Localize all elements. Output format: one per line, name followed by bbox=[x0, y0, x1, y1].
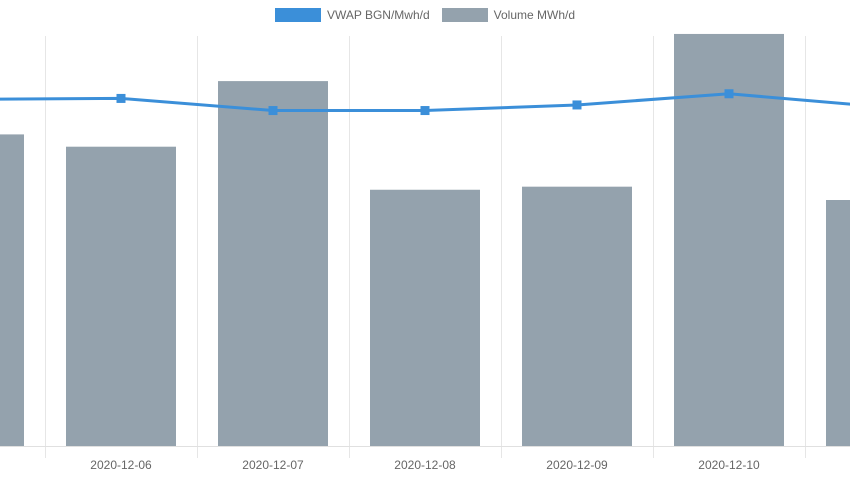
bar-2020-12-09 bbox=[522, 186, 632, 447]
x-tick-label: 2020-12-07 bbox=[242, 458, 304, 472]
bar-2020-12-07 bbox=[218, 81, 328, 446]
bar-2020-12-08 bbox=[370, 189, 480, 446]
point-2020-12-06 bbox=[116, 93, 126, 103]
bar-2020-12-05 bbox=[0, 134, 24, 446]
point-2020-12-07 bbox=[268, 106, 278, 116]
legend-item-volume[interactable]: Volume MWh/d bbox=[441, 8, 576, 22]
x-tick-label: 2020-12-06 bbox=[90, 458, 152, 472]
x-axis: 2020-12-052020-12-062020-12-072020-12-08… bbox=[0, 458, 760, 472]
x-tick-label: 2020-12-09 bbox=[546, 458, 608, 472]
vwap-line-group bbox=[0, 89, 850, 116]
legend: VWAP BGN/Mwh/d Volume MWh/d bbox=[0, 8, 850, 22]
legend-label-vwap: VWAP BGN/Mwh/d bbox=[326, 8, 430, 22]
bar-2020-12-10 bbox=[674, 33, 784, 446]
legend-swatch-volume bbox=[441, 8, 488, 22]
bar-2020-12-11 bbox=[826, 200, 850, 446]
volume-bars bbox=[0, 33, 850, 447]
point-2020-12-09 bbox=[572, 100, 582, 110]
legend-swatch-vwap bbox=[274, 8, 321, 22]
x-tick-label: 2020-12-08 bbox=[394, 458, 456, 472]
legend-item-vwap[interactable]: VWAP BGN/Mwh/d bbox=[274, 8, 430, 22]
x-tick-label: 2020-12-10 bbox=[698, 458, 760, 472]
legend-label-volume: Volume MWh/d bbox=[493, 8, 576, 22]
point-2020-12-10 bbox=[724, 89, 734, 99]
point-2020-12-08 bbox=[420, 106, 430, 116]
bar-2020-12-06 bbox=[66, 146, 176, 446]
